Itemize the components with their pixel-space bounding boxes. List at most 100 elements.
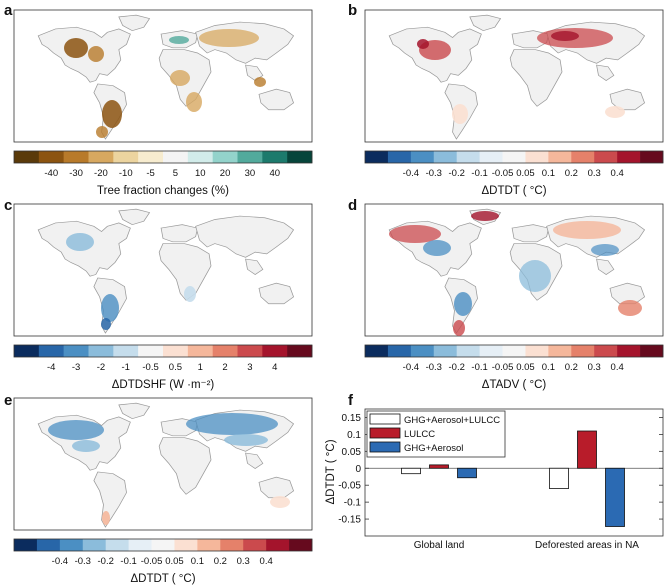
y-axis-label: ΔDTDT ( °C) xyxy=(325,439,337,504)
panel-letter-a: a xyxy=(4,2,13,19)
colorbar-tick-label: -40 xyxy=(44,168,58,179)
bar xyxy=(605,467,625,527)
colorbar-tick-label: -0.4 xyxy=(403,362,419,373)
colorbar-swatch xyxy=(243,539,267,551)
colorbar-swatch xyxy=(187,151,213,163)
colorbar-tick-label: 40 xyxy=(269,168,280,179)
colorbar-swatch xyxy=(38,151,64,163)
colorbar-tick-label: -5 xyxy=(146,168,154,179)
plot-frame xyxy=(364,408,664,537)
colorbar-tick-label: 0.1 xyxy=(542,168,555,179)
dtdshf-patches-c xyxy=(66,233,196,330)
colorbar-swatch xyxy=(594,151,618,163)
colorbar-swatch xyxy=(548,151,572,163)
bar xyxy=(401,467,421,475)
map-c xyxy=(14,204,312,336)
colorbar-swatch xyxy=(138,345,164,357)
panel-letter-b: b xyxy=(348,2,357,19)
colorbar-swatch xyxy=(82,539,106,551)
colorbar-tick-label: -0.4 xyxy=(403,168,419,179)
dtdt-patches-b xyxy=(417,28,625,124)
dtdt-patches-e xyxy=(48,413,290,525)
tadv-patches-d xyxy=(389,211,642,336)
colorbar-e: -0.4 -0.3 -0.2 -0.1 -0.05 0.05 0.1 0.2 0.3 0.4 xyxy=(13,538,313,567)
colorbar-tick-label: 0.05 xyxy=(516,168,535,179)
y-tick-label: 0.1 xyxy=(347,430,361,441)
colorbar-tick-label: -0.2 xyxy=(449,168,465,179)
panel-letter-e: e xyxy=(4,392,12,409)
colorbar-tick-label: -0.4 xyxy=(52,556,68,567)
colorbar-swatch xyxy=(479,151,503,163)
colorbar-swatch xyxy=(365,151,389,163)
panel-f: f 0.15 0.1 0.05 0 -0.05 -0.1 -0.15 Global land… xyxy=(325,392,664,551)
colorbar-tick-label: 0.1 xyxy=(191,556,204,567)
colorbar-tick-label: -20 xyxy=(94,168,108,179)
colorbar-tick-label: 0.05 xyxy=(165,556,184,567)
colorbar-swatch xyxy=(456,345,480,357)
y-tick-label: -0.15 xyxy=(338,515,361,526)
colorbar-swatch xyxy=(262,345,288,357)
colorbar-tick-label: 0.4 xyxy=(611,168,624,179)
legend-swatch xyxy=(369,413,401,425)
colorbar-d: -0.4 -0.3 -0.2 -0.1 -0.05 0.05 0.1 0.2 0.3 0.4 xyxy=(364,344,664,373)
colorbar-swatch xyxy=(163,151,189,163)
x-category-label: Deforested areas in NA xyxy=(535,540,639,551)
colorbar-swatch xyxy=(502,151,526,163)
colorbar-swatch xyxy=(220,539,244,551)
y-tick-label: 0.05 xyxy=(342,447,362,458)
colorbar-tick-label: -0.2 xyxy=(98,556,114,567)
panel-e: e -0.4 -0.3 -0.2 -0.1 -0.05 0.05 0.1 0.2 0.3 0.4 … xyxy=(4,392,312,585)
colorbar-tick-label: -4 xyxy=(47,362,55,373)
legend-label: LULCC xyxy=(404,429,435,440)
colorbar-swatch xyxy=(88,151,114,163)
map-a xyxy=(14,10,312,142)
colorbar-swatch xyxy=(287,151,313,163)
legend-label: GHG+Aerosol xyxy=(404,443,463,454)
legend-label: GHG+Aerosol+LULCC xyxy=(404,415,500,426)
x-category-label: Global land xyxy=(414,540,465,551)
colorbar-tick-label: -0.3 xyxy=(426,168,442,179)
colorbar-swatch xyxy=(212,151,238,163)
colorbar-swatch xyxy=(640,151,664,163)
panel-letter-f: f xyxy=(348,392,354,409)
colorbar-swatch xyxy=(410,345,435,357)
chart-bars xyxy=(401,430,625,527)
panel-a: a -40 -30 -20 -10 -5 5 10 20 30 40 Tree fraction … xyxy=(4,2,312,197)
colorbar-swatch xyxy=(433,151,457,163)
bar xyxy=(457,467,477,479)
colorbar-tick-label: 0.05 xyxy=(516,362,535,373)
colorbar-tick-label: -0.05 xyxy=(141,556,163,567)
colorbar-swatch xyxy=(410,151,435,163)
colorbar-swatch xyxy=(88,345,114,357)
colorbar-swatch xyxy=(237,151,263,163)
legend-swatch xyxy=(369,427,401,439)
bar xyxy=(429,464,449,469)
colorbar-tick-label: 2 xyxy=(222,362,227,373)
bar xyxy=(549,467,569,489)
map-e xyxy=(14,398,312,530)
colorbar-tick-label: 0.3 xyxy=(588,168,601,179)
colorbar-tick-label: 20 xyxy=(220,168,231,179)
colorbar-tick-label: 0.1 xyxy=(542,362,555,373)
colorbar-swatch xyxy=(525,345,549,357)
colorbar-label-d: ΔTADV ( °C) xyxy=(482,379,547,391)
colorbar-swatch xyxy=(456,151,480,163)
colorbar-tick-label: -0.1 xyxy=(471,362,487,373)
colorbar-swatch xyxy=(212,345,238,357)
map-b xyxy=(365,10,663,142)
colorbar-tick-label: 3 xyxy=(247,362,252,373)
colorbar-tick-label: 0.4 xyxy=(611,362,624,373)
legend-entries: GHG+Aerosol+LULCC LULCC GHG+Aerosol xyxy=(369,413,500,454)
colorbar-swatch xyxy=(138,151,164,163)
colorbar-swatch xyxy=(14,539,38,551)
colorbar-c: -4 -3 -2 -1 -0.5 0.5 1 2 3 4 xyxy=(13,344,313,373)
colorbar-tick-label: -0.2 xyxy=(449,362,465,373)
panel-letter-d: d xyxy=(348,197,357,214)
colorbar-tick-label: -0.05 xyxy=(492,362,514,373)
colorbar-tick-label: 5 xyxy=(173,168,178,179)
colorbar-swatch xyxy=(287,345,313,357)
colorbar-tick-label: 0.2 xyxy=(214,556,227,567)
colorbar-swatch xyxy=(14,151,40,163)
panel-b: b -0.4 -0.3 -0.2 -0.1 -0.05 0.05 0.1 0.2 0.3 0.4 … xyxy=(348,2,663,197)
